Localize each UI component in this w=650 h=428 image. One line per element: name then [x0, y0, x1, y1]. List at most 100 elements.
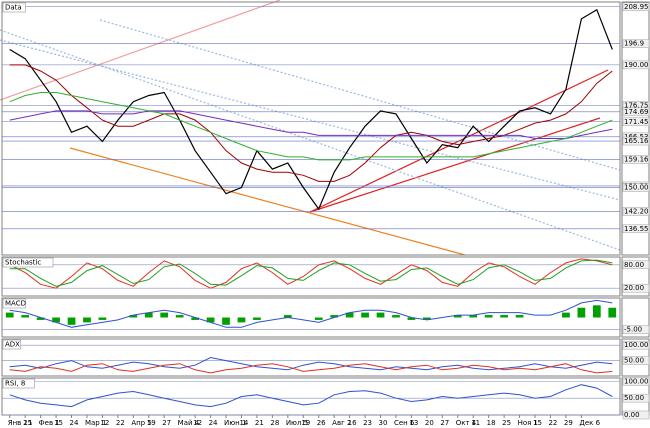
trend-line — [0, 0, 281, 101]
y-tick-box — [622, 2, 650, 12]
pane-title-box — [2, 298, 26, 309]
pane — [1, 338, 621, 377]
x-tick-label: 24 — [70, 419, 79, 427]
series-line — [9, 259, 613, 287]
bar — [361, 312, 369, 318]
x-tick-label: 26 — [317, 419, 326, 427]
y-tick-label: 196.9 — [624, 40, 644, 48]
x-tick-label: Ноя 1 — [518, 419, 538, 427]
y-tick-label: 142.20 — [624, 207, 649, 215]
y-tick-label: 159.16 — [624, 155, 649, 163]
y-tick-label: -5.00 — [624, 326, 642, 334]
x-tick-label: Июл 5 — [286, 419, 308, 427]
y-tick-label: 176.75 — [624, 102, 649, 110]
x-tick-label: 19 — [301, 419, 310, 427]
bar — [175, 315, 184, 318]
bar — [144, 312, 153, 318]
x-tick-label: Апр 5 — [131, 419, 152, 427]
y-tick-box — [622, 224, 650, 234]
series-line — [9, 64, 613, 182]
pane-title: MACD — [5, 300, 26, 308]
bar — [407, 317, 416, 320]
y-tick-label: 165.16 — [624, 137, 649, 145]
x-tick-label: 13 — [409, 419, 418, 427]
x-tick-label: 23 — [363, 419, 372, 427]
y-tick-box — [622, 410, 650, 420]
bar — [469, 315, 478, 318]
x-tick-label: 25 — [23, 419, 32, 427]
bar — [160, 312, 169, 318]
pane-title-box — [2, 339, 22, 350]
bar — [21, 315, 30, 318]
x-tick-label: Фев 1 — [39, 419, 60, 427]
bar — [562, 312, 570, 318]
x-tick-label: 19 — [147, 419, 156, 427]
x-tick-label: Сен 6 — [394, 419, 415, 427]
y-tick-box — [622, 325, 650, 334]
pane — [1, 297, 621, 338]
y-tick-label: 100.00 — [624, 377, 649, 385]
x-tick-label: 18 — [487, 419, 496, 427]
y-tick-label: 190.00 — [624, 61, 649, 69]
bar — [83, 317, 91, 323]
fib-line — [0, 39, 621, 201]
bar — [283, 315, 292, 318]
trend-line — [69, 147, 466, 256]
bar — [253, 317, 261, 320]
x-tick-label: 12 — [193, 419, 202, 427]
x-tick-label: 20 — [425, 419, 434, 427]
x-tick-label: Июн 1 — [224, 419, 246, 427]
bar — [67, 317, 76, 325]
bar — [453, 315, 462, 318]
bar — [515, 315, 524, 318]
bar — [484, 315, 493, 318]
x-tick-label: 16 — [348, 419, 357, 427]
x-tick-label: Авг 2 — [332, 419, 351, 427]
bar — [423, 317, 431, 320]
pane-title: Stochastic — [5, 259, 41, 267]
x-tick-label: 14 — [239, 419, 248, 427]
x-tick-label: 11 — [471, 419, 480, 427]
bar — [500, 315, 508, 318]
y-tick-box — [622, 260, 650, 270]
y-tick-box — [622, 136, 650, 146]
x-tick-label: Мар 1 — [85, 419, 106, 427]
series-line — [9, 258, 613, 289]
series-line — [9, 299, 613, 328]
pane-title: RSI, 8 — [5, 380, 25, 388]
bar — [330, 315, 339, 318]
x-tick-label: 21 — [255, 419, 264, 427]
y-tick-label: 0.00 — [624, 411, 640, 419]
y-tick-label: 20.00 — [624, 284, 644, 292]
pane-title-box — [2, 378, 35, 389]
series-line — [9, 8, 613, 211]
bar — [314, 317, 323, 320]
bar — [237, 317, 246, 323]
pane — [1, 256, 621, 297]
pane-title-box — [2, 2, 26, 13]
bar — [345, 312, 354, 318]
series-line — [9, 363, 613, 374]
x-tick-label: 27 — [162, 419, 171, 427]
series-line — [9, 92, 613, 161]
x-tick-label: 15 — [533, 419, 542, 427]
bar — [376, 312, 385, 318]
y-tick-label: 150.00 — [624, 184, 649, 192]
bar — [392, 315, 400, 318]
bar — [36, 317, 45, 320]
x-tick-label: 25 — [502, 419, 511, 427]
x-tick-label: Окт 4 — [456, 419, 477, 427]
y-tick-label: 100.00 — [624, 341, 649, 349]
bar — [191, 317, 199, 320]
x-tick-label: 15 — [54, 419, 63, 427]
series-line — [9, 110, 613, 139]
bar — [5, 312, 14, 318]
pane-title: ADX — [5, 341, 20, 349]
y-tick-label: 171.45 — [624, 118, 649, 126]
trend-line — [309, 117, 601, 213]
bar — [222, 317, 230, 325]
y-tick-box — [622, 60, 650, 70]
y-tick-box — [622, 356, 650, 365]
